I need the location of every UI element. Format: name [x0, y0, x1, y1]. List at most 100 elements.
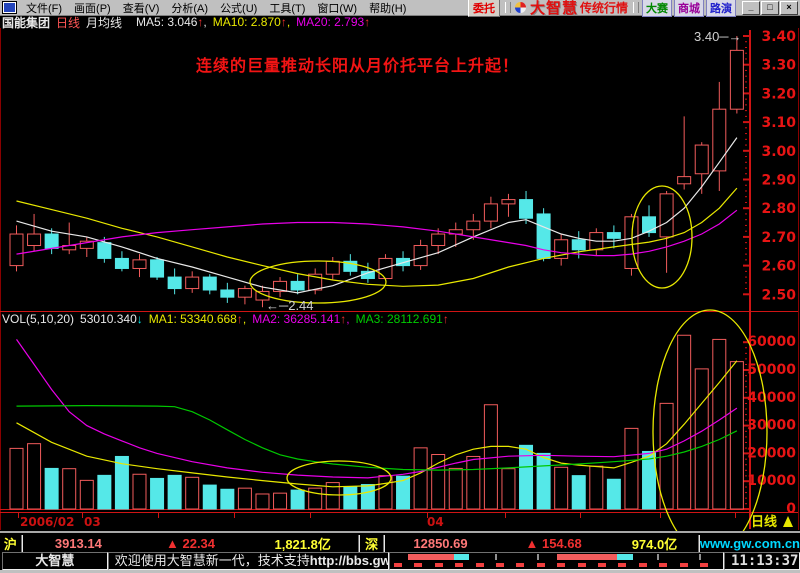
- menu-link-0[interactable]: 大赛: [642, 0, 672, 17]
- toolbar-handle[interactable]: [633, 2, 639, 13]
- period-button[interactable]: 日线: [751, 514, 777, 529]
- volume-bar: [167, 474, 182, 510]
- heat-dash: [557, 563, 566, 567]
- heat-segment: [453, 554, 469, 560]
- volume-bar: [413, 447, 428, 510]
- candle: [519, 199, 534, 219]
- svg-text:3.40: 3.40: [761, 29, 796, 45]
- candle: [606, 232, 621, 239]
- system-clock: 11:13:37: [724, 552, 800, 570]
- menu-link-1[interactable]: 商城: [674, 0, 704, 17]
- period-label: 日线: [56, 15, 81, 30]
- vol-ma-0: MA1: 53340.668↑,: [148, 312, 247, 326]
- volume-bar: [712, 338, 727, 510]
- candle: [114, 257, 129, 269]
- menu-link-2[interactable]: 路演: [706, 0, 736, 17]
- candle: [237, 288, 252, 298]
- volume-bar: [343, 486, 358, 510]
- volume-bar: [729, 361, 744, 510]
- website-link[interactable]: www.gw.com.cn: [699, 536, 800, 551]
- heat-segment: [700, 554, 719, 560]
- menu-item-5[interactable]: 工具(T): [269, 2, 306, 15]
- time-axis: 2006/02 03 04 日线: [18, 513, 793, 529]
- heat-dash: [659, 563, 668, 567]
- volume-bar: [255, 493, 270, 510]
- menu-item-1[interactable]: 画面(P): [74, 2, 111, 15]
- indicator-name: 月均线: [86, 15, 123, 30]
- svg-text:2.80: 2.80: [761, 201, 796, 217]
- candle: [79, 240, 94, 249]
- menu-item-2[interactable]: 查看(V): [122, 2, 160, 15]
- vol-arrow-down: ↓: [136, 312, 143, 326]
- price-axis: 3.40 3.30 3.20 3.10 3.00 2.90 2.80 2.70 2.60 2.50: [743, 29, 796, 303]
- candle: [97, 242, 112, 259]
- heat-segment: [698, 554, 701, 560]
- highlight-ellipse-2: [286, 460, 392, 496]
- menu-item-6[interactable]: 窗口(W): [317, 2, 358, 15]
- vol-value: 53010.340: [80, 312, 137, 326]
- vol-ma-line-MA2: [16, 339, 738, 479]
- heat-dash: [475, 563, 484, 567]
- volume-bar: [237, 487, 252, 510]
- menu-item-3[interactable]: 分析(A): [171, 2, 209, 15]
- heat-segment: [616, 554, 633, 560]
- info-bar: 国能集团 日线 月均线 MA5: 3.046↑, MA10: 2.870↑, MA2…: [2, 15, 370, 30]
- support-link[interactable]: http://bbs.gw: [309, 553, 389, 568]
- candle: [290, 280, 305, 291]
- toolbar-handle[interactable]: [504, 2, 511, 13]
- minimize-button[interactable]: _: [742, 0, 760, 15]
- candle: [677, 176, 692, 185]
- menu-item-7[interactable]: 帮助(H): [369, 2, 407, 15]
- candle: [694, 144, 709, 175]
- window-frame: [0, 570, 800, 573]
- menu-item-0[interactable]: 文件(F): [26, 2, 63, 15]
- close-button[interactable]: ×: [780, 0, 798, 15]
- sz-market-label: 深: [365, 537, 379, 552]
- candle: [167, 276, 182, 290]
- volume-bar: [97, 474, 112, 510]
- sz-index-change: ▲ 154.68: [525, 536, 582, 551]
- candle: [202, 276, 217, 291]
- volume-bar: [150, 477, 165, 510]
- svg-text:3.20: 3.20: [761, 86, 796, 102]
- heat-dash: [536, 563, 545, 567]
- restore-button[interactable]: □: [761, 0, 779, 15]
- highlight-ellipse-1: [631, 185, 693, 289]
- candle: [642, 216, 657, 234]
- candle: [44, 233, 59, 249]
- heat-dash: [638, 563, 647, 567]
- broker-button[interactable]: 委托: [467, 0, 500, 17]
- heat-dash: [495, 563, 504, 567]
- heat-segment: [556, 554, 581, 560]
- heat-segment: [538, 554, 557, 560]
- time-label-0: 2006/02: [20, 515, 74, 529]
- app-icon[interactable]: [2, 1, 17, 14]
- price-ma-0: MA5: 3.046↑,: [136, 15, 207, 29]
- highlight-ellipse-0: [249, 260, 387, 304]
- sz-index-value: 12850.69: [413, 536, 468, 551]
- heat-segment: [536, 554, 539, 560]
- heat-segment: [391, 554, 408, 560]
- sh-index-change: ▲ 22.34: [166, 536, 216, 551]
- candle: [536, 213, 551, 259]
- price-ma-line-MA10: [16, 187, 738, 287]
- candle: [255, 290, 270, 301]
- volume-bar: [114, 455, 129, 510]
- menu-item-4[interactable]: 公式(U): [220, 2, 258, 15]
- brand-box: 大智慧: [2, 552, 108, 570]
- low-price-callout: ←─2.44: [266, 298, 314, 313]
- price-ma-1: MA10: 2.870↑,: [212, 15, 291, 29]
- candle: [220, 289, 235, 298]
- heat-segment: [656, 554, 659, 560]
- volume-bar: [448, 467, 463, 510]
- volume-bar: [185, 476, 200, 510]
- svg-text:2.50: 2.50: [761, 287, 796, 303]
- heat-dash: [577, 563, 586, 567]
- volume-bars: [9, 334, 744, 510]
- candle: [132, 259, 147, 269]
- heat-segment: [632, 554, 657, 560]
- svg-text:2.60: 2.60: [761, 259, 796, 275]
- candle: [501, 199, 516, 205]
